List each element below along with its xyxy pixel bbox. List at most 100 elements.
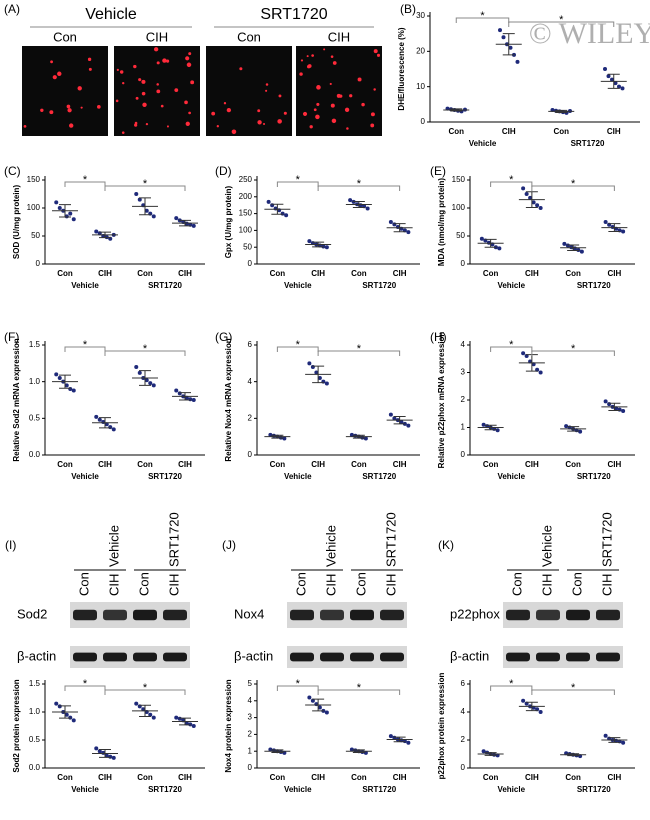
x-tick-label: Con xyxy=(137,269,153,278)
blot-band xyxy=(290,652,314,662)
significance-label: * xyxy=(143,343,148,355)
fluorescent-spot xyxy=(329,82,332,86)
x-tick-label: CIH xyxy=(311,773,325,782)
fluorescent-spot xyxy=(67,108,72,113)
group-label: Vehicle xyxy=(284,281,312,290)
fluorescent-spot xyxy=(211,111,216,116)
data-point xyxy=(177,716,182,721)
blot-band xyxy=(506,652,530,662)
panel-label: (D) xyxy=(215,164,232,178)
x-tick-label: CIH xyxy=(393,773,407,782)
data-point xyxy=(71,388,76,393)
data-point xyxy=(406,230,411,235)
fluorescent-spot xyxy=(265,89,268,92)
blot-band xyxy=(596,652,620,662)
data-point xyxy=(111,755,116,760)
error-bar xyxy=(525,191,538,208)
x-tick-label: CIH xyxy=(178,773,192,782)
group-label: SRT1720 xyxy=(571,139,605,148)
blot-band xyxy=(566,609,590,621)
y-axis-title: SOD (U/mg protein) xyxy=(12,185,21,260)
significance-bracket xyxy=(490,181,533,187)
y-tick-label: 4 xyxy=(461,340,466,349)
fluorescent-spot xyxy=(142,102,147,108)
data-point xyxy=(68,211,73,216)
data-point xyxy=(68,715,73,720)
fluorescent-spot xyxy=(223,102,227,105)
data-point xyxy=(324,245,329,250)
data-point xyxy=(531,200,536,205)
data-point xyxy=(535,203,540,208)
significance-label: * xyxy=(357,682,362,694)
blot-band xyxy=(290,609,314,621)
significance-bracket xyxy=(490,685,533,691)
significance-label: * xyxy=(559,14,564,26)
y-tick-label: 4 xyxy=(461,707,466,716)
significance-bracket xyxy=(317,185,401,191)
data-point xyxy=(353,748,358,753)
x-tick-label: Con xyxy=(351,269,367,278)
axis-line xyxy=(256,680,420,769)
data-point xyxy=(111,427,116,432)
group-label: Vehicle xyxy=(284,472,312,481)
blot-band xyxy=(350,609,374,621)
fluorescent-spot xyxy=(57,71,62,76)
y-axis-title: MDA (nmol/mg protein) xyxy=(437,178,446,266)
y-tick-label: 30 xyxy=(416,11,425,20)
fluorescent-spot xyxy=(309,125,313,129)
fluorescent-spot xyxy=(186,62,192,68)
data-point xyxy=(617,84,621,89)
x-tick-label: Con xyxy=(351,460,367,469)
y-tick-label: 150 xyxy=(452,175,466,184)
x-tick-label: CIH xyxy=(393,269,407,278)
y-axis-title: Relative p22phox mRNA expression xyxy=(437,332,446,469)
y-axis-title: Relative Sod2 mRNA expression xyxy=(12,338,21,461)
significance-label: * xyxy=(480,10,485,22)
fluorescent-spot xyxy=(370,112,375,117)
fluorescent-spot xyxy=(184,100,188,105)
error-bar xyxy=(99,231,111,239)
y-tick-label: 0 xyxy=(461,763,466,772)
error-bar xyxy=(59,374,71,389)
fluorescent-spot xyxy=(316,102,320,106)
error-bar xyxy=(393,223,406,233)
significance-bracket xyxy=(276,181,319,187)
x-tick-label: CIH xyxy=(607,460,621,469)
data-point xyxy=(271,748,276,753)
error-bar xyxy=(352,201,365,209)
significance-bracket xyxy=(455,17,510,23)
fluorescent-spot xyxy=(373,88,376,91)
data-point xyxy=(388,734,393,739)
error-bar xyxy=(352,749,365,754)
data-point xyxy=(621,740,626,745)
data-point xyxy=(363,750,368,755)
fluorescent-spot xyxy=(332,61,337,65)
data-point xyxy=(360,750,365,755)
y-tick-label: 5 xyxy=(248,679,253,688)
significance-label: * xyxy=(571,682,576,694)
data-point xyxy=(266,199,271,204)
data-point xyxy=(479,236,484,241)
blot-band xyxy=(350,652,374,662)
data-point xyxy=(349,747,354,752)
x-tick-label: Con xyxy=(57,269,73,278)
group-label: Vehicle xyxy=(284,785,312,794)
fluorescent-spot xyxy=(40,108,44,112)
fluorescent-spot xyxy=(133,64,137,69)
condition-label: Con xyxy=(53,29,77,44)
axis-line xyxy=(469,341,635,456)
axis-line xyxy=(256,176,420,265)
y-tick-label: 50 xyxy=(31,231,40,240)
error-bar xyxy=(139,370,151,386)
x-tick-label: CIH xyxy=(607,127,621,136)
y-tick-label: 0.0 xyxy=(29,450,41,459)
fluorescent-spot xyxy=(346,127,349,130)
data-point xyxy=(137,197,142,202)
data-point xyxy=(521,186,526,191)
fluorescent-spot xyxy=(153,47,159,52)
data-point xyxy=(54,372,59,377)
protein-label: Nox4 xyxy=(234,606,264,621)
error-bar xyxy=(567,244,580,252)
error-bar xyxy=(393,416,406,425)
fluorescent-spot xyxy=(283,111,287,115)
